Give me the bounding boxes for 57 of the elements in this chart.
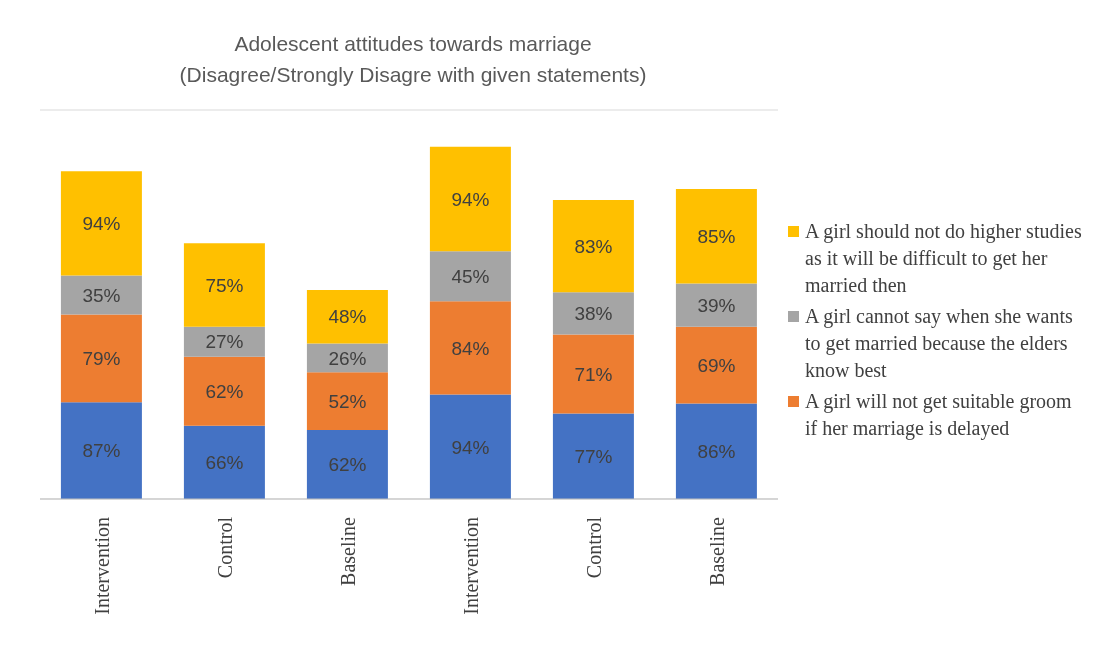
bar (675, 326, 757, 404)
legend-label: A girl should not do higher studies as it will be difficult to get her married then (805, 219, 1083, 298)
bar (60, 314, 142, 403)
bar (60, 171, 142, 276)
x-tick-label: Intervention (459, 517, 482, 615)
data-label: 75% (205, 274, 244, 296)
bar (552, 334, 634, 414)
x-tick-label: Baseline (705, 516, 728, 586)
data-label: 94% (451, 436, 490, 458)
data-label: 77% (574, 445, 613, 467)
bar (429, 146, 511, 252)
data-label: 45% (451, 265, 490, 287)
x-tick-label: Control (213, 516, 236, 579)
legend-label: A girl will not get suitable groom if her marriage is delayed (805, 389, 1073, 442)
bar (306, 372, 388, 431)
bar (675, 188, 757, 284)
bar (552, 200, 634, 293)
data-label: 69% (697, 354, 736, 376)
data-label: 79% (82, 348, 121, 370)
bar (183, 356, 265, 426)
chart-title: Adolescent attitudes towards marriage (Disagree/Strongly Disagre with given statements) (178, 31, 648, 88)
bar (675, 283, 757, 327)
bar (183, 243, 265, 327)
data-label: 71% (574, 363, 613, 385)
bar (675, 403, 757, 499)
bar (429, 251, 511, 302)
bar (183, 326, 265, 357)
legend-label: A girl cannot say when she wants to get married because the elders know best (805, 304, 1074, 383)
bar (306, 430, 388, 499)
data-label: 39% (697, 294, 736, 316)
data-label: 62% (328, 454, 367, 476)
x-tick-label: Baseline (336, 516, 359, 586)
bar (429, 394, 511, 499)
data-label: 26% (328, 347, 367, 369)
x-tick-label: Intervention (90, 517, 113, 615)
data-label: 48% (328, 306, 367, 328)
bar (552, 413, 634, 499)
bar (60, 275, 142, 315)
data-label: 83% (574, 235, 613, 257)
data-label: 52% (328, 390, 367, 412)
data-label: 85% (697, 225, 736, 247)
data-label: 35% (82, 284, 121, 306)
bar (429, 301, 511, 395)
data-label: 94% (451, 188, 490, 210)
bar (60, 402, 142, 499)
data-label: 66% (205, 452, 244, 474)
data-label: 87% (82, 440, 121, 462)
data-label: 86% (697, 440, 736, 462)
bar (552, 292, 634, 335)
data-label: 27% (205, 331, 244, 353)
bar (306, 290, 388, 344)
data-label: 38% (574, 303, 613, 325)
data-label: 94% (82, 213, 121, 235)
data-label: 84% (451, 337, 490, 359)
x-tick-label: Control (582, 516, 605, 579)
bar (183, 425, 265, 499)
data-label: 62% (205, 380, 244, 402)
